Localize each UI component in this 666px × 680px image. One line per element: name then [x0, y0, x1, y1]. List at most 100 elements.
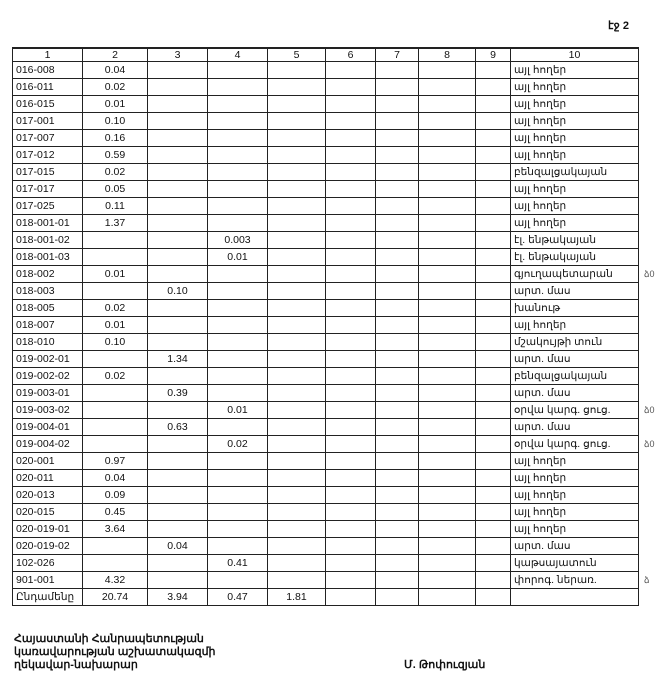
table-cell	[325, 486, 376, 504]
table-cell: 0.41	[207, 554, 268, 572]
table-cell	[147, 163, 208, 181]
table-cell	[82, 401, 148, 419]
table-cell: 0.45	[82, 503, 148, 521]
table-cell	[267, 129, 326, 147]
column-header: 8	[418, 47, 476, 62]
table-cell	[82, 537, 148, 555]
table-cell	[475, 95, 511, 113]
land-plots-table: 1 2 3 4 5 6 7 8 9 10 016-008 0.04 այլ հողեր 016-011 0.…	[12, 47, 639, 606]
table-cell	[267, 435, 326, 453]
table-cell	[325, 588, 376, 606]
table-cell: 1.81	[267, 588, 326, 606]
table-cell	[82, 418, 148, 436]
table-cell	[207, 61, 268, 79]
table-cell: 0.11	[82, 197, 148, 215]
table-cell	[475, 588, 511, 606]
table-cell	[418, 146, 476, 164]
table-cell	[207, 197, 268, 215]
table-row: 018-003 0.10 արտ. մաս	[12, 282, 639, 300]
signature-title: Հայաստանի Հանրապետության կառավարության ա…	[14, 633, 216, 672]
table-cell	[267, 537, 326, 555]
table-cell: 018-003	[12, 282, 83, 300]
table-cell: 019-004-01	[12, 418, 83, 436]
table-row: 019-004-02 0.02 օրվա կարգ. ցուց.	[12, 435, 639, 453]
table-cell	[475, 350, 511, 368]
table-cell	[475, 452, 511, 470]
table-cell: 0.01	[82, 95, 148, 113]
table-cell	[207, 78, 268, 96]
table-cell	[325, 571, 376, 589]
table-cell	[475, 333, 511, 351]
table-cell	[475, 418, 511, 436]
table-cell	[207, 299, 268, 317]
table-cell: 019-003-01	[12, 384, 83, 402]
footer-line-3: ղեկավար-նախարար	[14, 659, 138, 671]
page-number: էջ 2	[608, 20, 629, 32]
table-cell: արտ. մաս	[510, 384, 639, 402]
table-row: 017-025 0.11 այլ հողեր	[12, 197, 639, 215]
table-cell	[375, 350, 419, 368]
table-cell	[418, 520, 476, 538]
table-cell: 017-007	[12, 129, 83, 147]
table-cell	[267, 333, 326, 351]
table-cell	[375, 231, 419, 249]
table-cell: 020-001	[12, 452, 83, 470]
table-row: 016-015 0.01 այլ հողեր	[12, 95, 639, 113]
table-cell: կաթսայատուն	[510, 554, 639, 572]
table-cell	[418, 265, 476, 283]
table-cell: 017-015	[12, 163, 83, 181]
signer-name: Մ. Թոփուզյան	[404, 659, 486, 671]
table-cell	[325, 401, 376, 419]
table-cell: 0.59	[82, 146, 148, 164]
table-cell: 019-004-02	[12, 435, 83, 453]
table-cell	[418, 61, 476, 79]
table-cell	[147, 78, 208, 96]
table-cell	[475, 78, 511, 96]
table-cell	[375, 265, 419, 283]
table-cell: այլ հողեր	[510, 112, 639, 130]
table-cell	[418, 367, 476, 385]
table-cell	[375, 163, 419, 181]
table-cell	[325, 418, 376, 436]
table-cell	[375, 146, 419, 164]
table-cell: 0.39	[147, 384, 208, 402]
table-cell	[418, 112, 476, 130]
table-cell	[207, 571, 268, 589]
table-cell	[267, 112, 326, 130]
table-cell	[267, 401, 326, 419]
header-row: 1 2 3 4 5 6 7 8 9 10	[12, 47, 639, 62]
margin-note: ձ	[644, 575, 650, 585]
table-cell	[418, 333, 476, 351]
table-row: 017-007 0.16 այլ հողեր	[12, 129, 639, 147]
table-cell	[418, 231, 476, 249]
table-cell	[267, 469, 326, 487]
column-header: 4	[207, 47, 268, 62]
table-row: 017-012 0.59 այլ հողեր	[12, 146, 639, 164]
table-cell	[267, 231, 326, 249]
table-cell: 018-001-02	[12, 231, 83, 249]
table-cell	[375, 452, 419, 470]
table-cell: 0.003	[207, 231, 268, 249]
table-cell	[82, 554, 148, 572]
table-cell	[418, 401, 476, 419]
table-cell	[325, 367, 376, 385]
table-row: 016-011 0.02 այլ հողեր	[12, 78, 639, 96]
table-row: 901-001 4.32 փորոգ. ներառ.	[12, 571, 639, 589]
table-cell: բենզալցակայան	[510, 163, 639, 181]
column-header: 5	[267, 47, 326, 62]
table-cell	[147, 554, 208, 572]
table-cell: 018-001-01	[12, 214, 83, 232]
table-cell	[418, 588, 476, 606]
table-cell: 0.10	[147, 282, 208, 300]
table-cell	[267, 282, 326, 300]
table-cell	[82, 282, 148, 300]
table-cell: այլ հողեր	[510, 129, 639, 147]
table-cell	[207, 129, 268, 147]
table-cell	[375, 129, 419, 147]
table-cell: 017-012	[12, 146, 83, 164]
table-cell	[475, 503, 511, 521]
table-cell	[325, 163, 376, 181]
table-cell	[475, 520, 511, 538]
table-cell	[375, 95, 419, 113]
table-cell: 017-025	[12, 197, 83, 215]
